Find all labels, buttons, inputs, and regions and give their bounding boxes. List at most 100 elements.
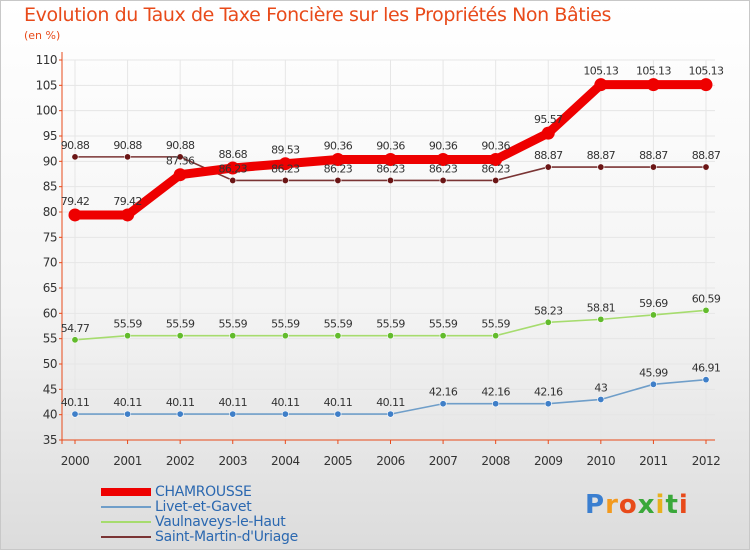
- data-point: [649, 311, 657, 319]
- data-label: 45.99: [639, 366, 668, 379]
- y-tick-label: 80: [43, 205, 57, 219]
- data-label: 86.23: [376, 162, 405, 175]
- legend-swatch: [101, 520, 151, 523]
- data-point: [281, 332, 289, 340]
- data-point: [646, 78, 660, 92]
- legend-item: Livet-et-Gavet: [101, 499, 298, 515]
- data-label: 89.53: [271, 144, 300, 157]
- data-point: [229, 176, 237, 184]
- x-tick-label: 2012: [692, 454, 721, 468]
- data-label: 55.59: [166, 318, 195, 331]
- data-point: [489, 153, 503, 167]
- data-point: [334, 176, 342, 184]
- data-label: 105.13: [636, 65, 671, 78]
- data-point: [278, 157, 292, 171]
- y-tick-label: 85: [43, 180, 57, 194]
- data-point: [226, 161, 240, 175]
- data-label: 55.59: [429, 318, 458, 331]
- chart-legend: CHAMROUSSE Livet-et-Gavet Vaulnaveys-le-Ha…: [101, 483, 298, 545]
- data-point: [281, 176, 289, 184]
- x-tick-label: 2003: [218, 454, 247, 468]
- y-unit-label: (en %): [24, 29, 61, 42]
- data-point: [492, 176, 500, 184]
- x-tick-label: 2008: [481, 454, 510, 468]
- x-tick-label: 2000: [61, 454, 90, 468]
- data-point: [439, 176, 447, 184]
- x-tick-label: 2010: [587, 454, 616, 468]
- data-label: 88.87: [587, 149, 616, 162]
- data-point: [649, 380, 657, 388]
- data-point: [597, 395, 605, 403]
- data-label: 55.59: [481, 318, 510, 331]
- data-point: [544, 163, 552, 171]
- logo-letter: r: [605, 490, 619, 520]
- x-tick-label: 2006: [376, 454, 405, 468]
- data-label: 40.11: [271, 396, 300, 409]
- data-label: 86.23: [271, 162, 300, 175]
- x-tick-label: 2011: [639, 454, 668, 468]
- data-label: 60.59: [692, 292, 721, 305]
- data-point: [439, 332, 447, 340]
- data-point: [492, 400, 500, 408]
- data-label: 88.68: [219, 148, 248, 161]
- data-point: [176, 153, 184, 161]
- data-point: [702, 306, 710, 314]
- y-tick-label: 50: [43, 357, 57, 371]
- data-point: [544, 318, 552, 326]
- data-label: 42.16: [481, 386, 510, 399]
- data-point: [436, 153, 450, 167]
- data-label: 40.11: [113, 396, 142, 409]
- data-point: [71, 410, 79, 418]
- data-label: 87.36: [166, 155, 195, 168]
- legend-label: CHAMROUSSE: [155, 483, 252, 500]
- x-tick-label: 2005: [324, 454, 353, 468]
- data-label: 105.13: [583, 65, 618, 78]
- data-point: [386, 410, 394, 418]
- data-label: 79.42: [113, 195, 142, 208]
- data-label: 79.42: [61, 195, 90, 208]
- data-point: [68, 208, 82, 222]
- y-tick-label: 90: [43, 154, 57, 168]
- data-point: [699, 78, 713, 92]
- data-point: [176, 332, 184, 340]
- x-tick-label: 2002: [166, 454, 195, 468]
- data-label: 86.23: [481, 162, 510, 175]
- chart-title: Evolution du Taux de Taxe Foncière sur l…: [24, 4, 612, 26]
- y-tick-label: 75: [43, 230, 57, 244]
- data-label: 86.23: [219, 162, 248, 175]
- y-tick-label: 70: [43, 256, 57, 270]
- logo-letter: i: [655, 490, 666, 520]
- data-point: [649, 163, 657, 171]
- data-label: 90.36: [324, 140, 353, 153]
- y-tick-label: 55: [43, 332, 57, 346]
- data-label: 90.36: [376, 140, 405, 153]
- data-point: [439, 400, 447, 408]
- y-tick-label: 100: [36, 104, 57, 118]
- data-point: [597, 163, 605, 171]
- y-tick-label: 105: [36, 78, 57, 92]
- data-label: 105.13: [689, 65, 724, 78]
- data-point: [597, 315, 605, 323]
- data-label: 88.87: [692, 149, 721, 162]
- data-label: 55.59: [324, 318, 353, 331]
- data-point: [594, 78, 608, 92]
- data-label: 40.11: [219, 396, 248, 409]
- data-point: [176, 410, 184, 418]
- data-label: 90.88: [166, 139, 195, 152]
- data-point: [229, 332, 237, 340]
- y-tick-label: 65: [43, 281, 57, 295]
- y-tick-label: 95: [43, 129, 57, 143]
- legend-swatch: [101, 535, 151, 538]
- data-label: 54.77: [61, 322, 90, 335]
- data-point: [71, 336, 79, 344]
- logo-letter: i: [678, 490, 689, 520]
- data-label: 42.16: [534, 386, 563, 399]
- data-point: [281, 410, 289, 418]
- x-tick-label: 2007: [429, 454, 458, 468]
- logo-letter: x: [637, 490, 656, 520]
- y-tick-label: 35: [43, 433, 57, 447]
- data-label: 59.69: [639, 297, 668, 310]
- data-point: [702, 163, 710, 171]
